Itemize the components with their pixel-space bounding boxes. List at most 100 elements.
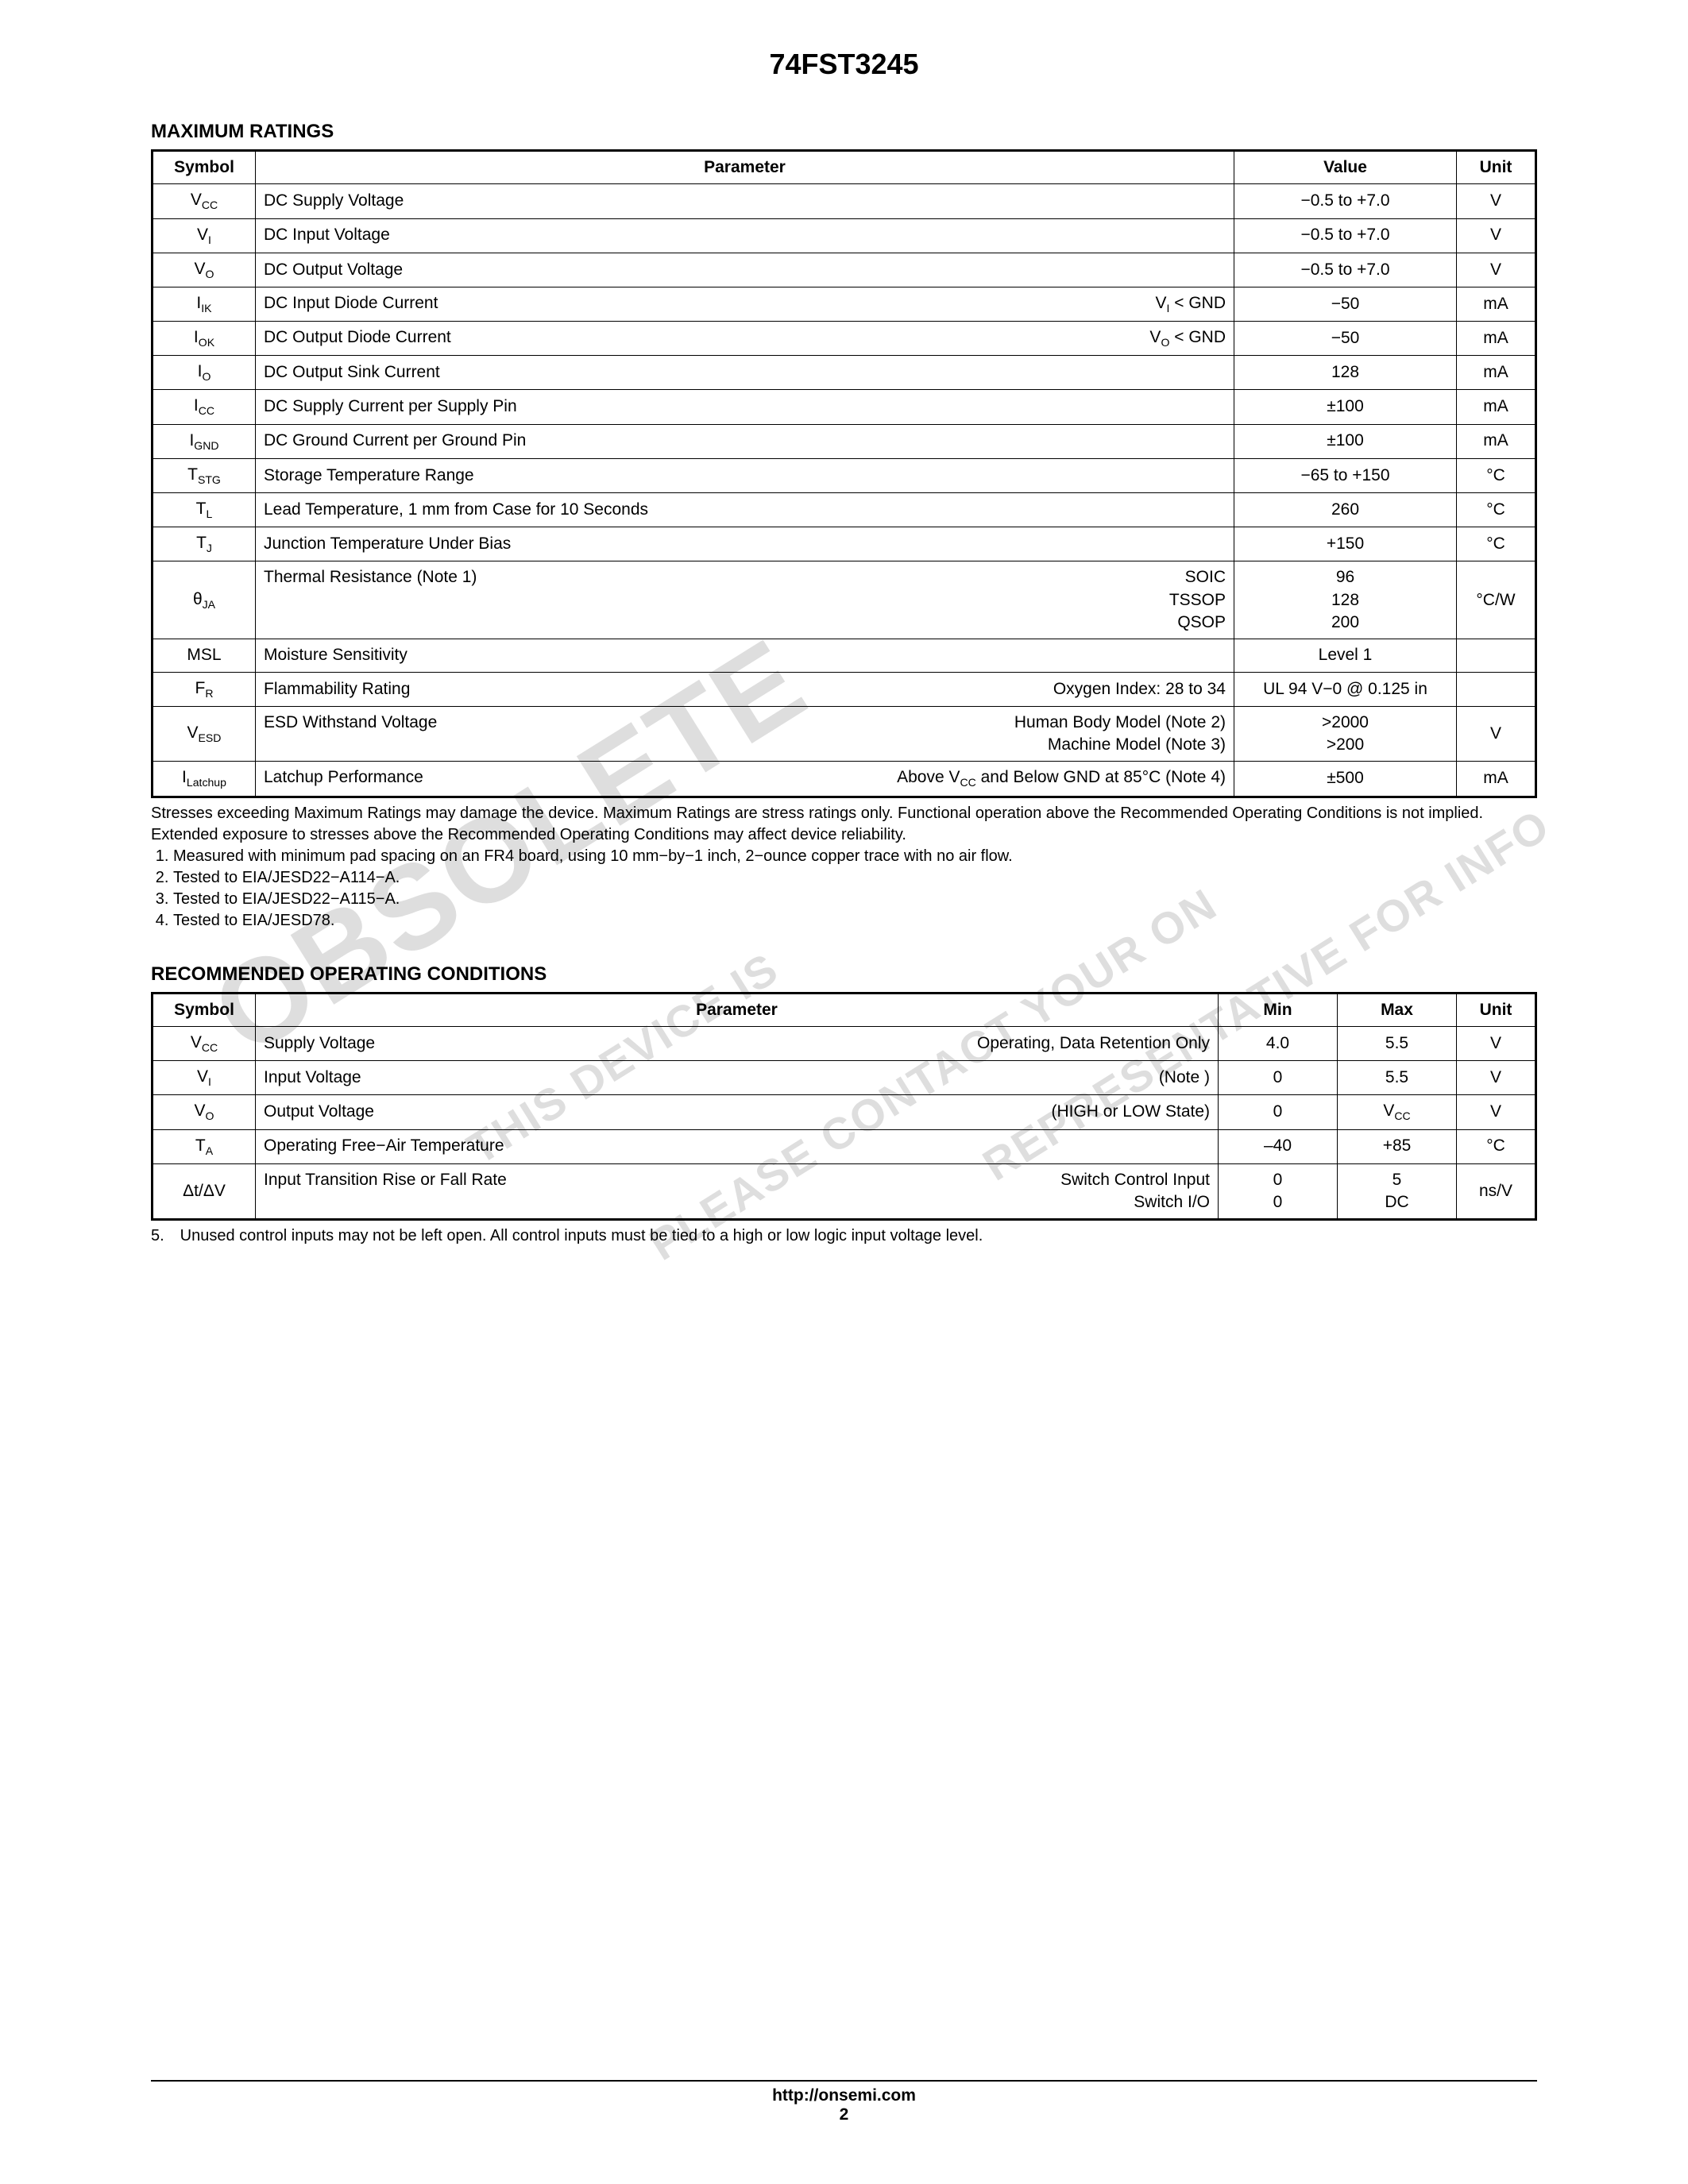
parameter-cell: Latchup PerformanceAbove VCC and Below G… [256, 762, 1234, 797]
symbol-cell: VI [153, 1061, 256, 1095]
col-symbol: Symbol [153, 993, 256, 1026]
min-cell: 4.0 [1219, 1026, 1338, 1060]
table-row: θJAThermal Resistance (Note 1)SOICTSSOPQ… [153, 561, 1536, 639]
col-parameter: Parameter [256, 151, 1234, 184]
parameter-cell: DC Supply Current per Supply Pin [256, 390, 1234, 424]
value-cell: −50 [1234, 322, 1457, 356]
parameter-cell: Lead Temperature, 1 mm from Case for 10 … [256, 492, 1234, 527]
symbol-cell: VCC [153, 184, 256, 218]
max-ratings-notes: Stresses exceeding Maximum Ratings may d… [151, 803, 1537, 932]
max-cell: 5.5 [1338, 1026, 1457, 1060]
table-row: ILatchupLatchup PerformanceAbove VCC and… [153, 762, 1536, 797]
unit-cell [1457, 672, 1536, 706]
table-row: VCCDC Supply Voltage−0.5 to +7.0V [153, 184, 1536, 218]
rec-cond-table: Symbol Parameter Min Max Unit VCCSupply … [151, 992, 1537, 1221]
parameter-cell: DC Ground Current per Ground Pin [256, 424, 1234, 458]
parameter-cell: DC Output Sink Current [256, 356, 1234, 390]
max-cell: 5.5 [1338, 1061, 1457, 1095]
symbol-cell: VI [153, 218, 256, 253]
symbol-cell: IIK [153, 287, 256, 321]
parameter-cell: Operating Free−Air Temperature [256, 1129, 1219, 1163]
unit-cell: V [1457, 1095, 1536, 1129]
value-cell: −0.5 to +7.0 [1234, 184, 1457, 218]
unit-cell: mA [1457, 390, 1536, 424]
table-row: FRFlammability RatingOxygen Index: 28 to… [153, 672, 1536, 706]
note-item: Tested to EIA/JESD22−A114−A. [173, 867, 1537, 889]
note-item: Measured with minimum pad spacing on an … [173, 846, 1537, 867]
rec-note5: 5. Unused control inputs may not be left… [151, 1225, 1537, 1247]
parameter-cell: DC Supply Voltage [256, 184, 1234, 218]
unit-cell: °C/W [1457, 561, 1536, 639]
symbol-cell: FR [153, 672, 256, 706]
rec-cond-section: RECOMMENDED OPERATING CONDITIONS Symbol … [151, 963, 1537, 1248]
table-row: IIKDC Input Diode CurrentVI < GND−50mA [153, 287, 1536, 321]
unit-cell: V [1457, 706, 1536, 762]
symbol-cell: θJA [153, 561, 256, 639]
page-footer: http://onsemi.com 2 [151, 2080, 1537, 2124]
value-cell: >2000>200 [1234, 706, 1457, 762]
value-cell: −65 to +150 [1234, 458, 1457, 492]
unit-cell: °C [1457, 1129, 1536, 1163]
value-cell: −50 [1234, 287, 1457, 321]
parameter-cell: DC Input Diode CurrentVI < GND [256, 287, 1234, 321]
value-cell: ±500 [1234, 762, 1457, 797]
unit-cell [1457, 639, 1536, 672]
table-row: VESDESD Withstand VoltageHuman Body Mode… [153, 706, 1536, 762]
unit-cell: mA [1457, 356, 1536, 390]
max-cell: +85 [1338, 1129, 1457, 1163]
section-title-max: MAXIMUM RATINGS [151, 121, 1537, 143]
table-row: VODC Output Voltage−0.5 to +7.0V [153, 253, 1536, 287]
unit-cell: mA [1457, 424, 1536, 458]
table-row: VOOutput Voltage(HIGH or LOW State)0VCCV [153, 1095, 1536, 1129]
min-cell: –40 [1219, 1129, 1338, 1163]
unit-cell: °C [1457, 527, 1536, 561]
symbol-cell: MSL [153, 639, 256, 672]
value-cell: +150 [1234, 527, 1457, 561]
max-footnote: Stresses exceeding Maximum Ratings may d… [151, 803, 1537, 846]
table-row: VIDC Input Voltage−0.5 to +7.0V [153, 218, 1536, 253]
parameter-cell: Moisture Sensitivity [256, 639, 1234, 672]
table-row: TLLead Temperature, 1 mm from Case for 1… [153, 492, 1536, 527]
parameter-cell: DC Input Voltage [256, 218, 1234, 253]
parameter-cell: Input Voltage(Note ) [256, 1061, 1219, 1095]
symbol-cell: IOK [153, 322, 256, 356]
parameter-cell: DC Output Voltage [256, 253, 1234, 287]
symbol-cell: IGND [153, 424, 256, 458]
col-max: Max [1338, 993, 1457, 1026]
symbol-cell: Δt/ΔV [153, 1163, 256, 1220]
symbol-cell: TL [153, 492, 256, 527]
table-row: IOKDC Output Diode CurrentVO < GND−50mA [153, 322, 1536, 356]
note-item: Tested to EIA/JESD22−A115−A. [173, 889, 1537, 910]
table-row: TAOperating Free−Air Temperature–40+85°C [153, 1129, 1536, 1163]
value-cell: −0.5 to +7.0 [1234, 218, 1457, 253]
max-notes-list: Measured with minimum pad spacing on an … [151, 846, 1537, 932]
table-header-row: Symbol Parameter Min Max Unit [153, 993, 1536, 1026]
col-symbol: Symbol [153, 151, 256, 184]
parameter-cell: Storage Temperature Range [256, 458, 1234, 492]
symbol-cell: TJ [153, 527, 256, 561]
col-value: Value [1234, 151, 1457, 184]
value-cell: −0.5 to +7.0 [1234, 253, 1457, 287]
maximum-ratings-section: MAXIMUM RATINGS Symbol Parameter Value U… [151, 121, 1537, 932]
min-cell: 0 [1219, 1061, 1338, 1095]
footer-url: http://onsemi.com [151, 2086, 1537, 2105]
table-row: Δt/ΔVInput Transition Rise or Fall RateS… [153, 1163, 1536, 1220]
max-cell: 5DC [1338, 1163, 1457, 1220]
symbol-cell: VO [153, 253, 256, 287]
table-row: VCCSupply VoltageOperating, Data Retenti… [153, 1026, 1536, 1060]
col-parameter: Parameter [256, 993, 1219, 1026]
col-unit: Unit [1457, 993, 1536, 1026]
col-unit: Unit [1457, 151, 1536, 184]
table-row: MSLMoisture SensitivityLevel 1 [153, 639, 1536, 672]
unit-cell: V [1457, 184, 1536, 218]
unit-cell: V [1457, 218, 1536, 253]
table-row: ICCDC Supply Current per Supply Pin±100m… [153, 390, 1536, 424]
symbol-cell: TA [153, 1129, 256, 1163]
value-cell: 96128200 [1234, 561, 1457, 639]
max-cell: VCC [1338, 1095, 1457, 1129]
parameter-cell: Flammability RatingOxygen Index: 28 to 3… [256, 672, 1234, 706]
parameter-cell: Input Transition Rise or Fall RateSwitch… [256, 1163, 1219, 1220]
value-cell: 260 [1234, 492, 1457, 527]
value-cell: UL 94 V−0 @ 0.125 in [1234, 672, 1457, 706]
value-cell: Level 1 [1234, 639, 1457, 672]
